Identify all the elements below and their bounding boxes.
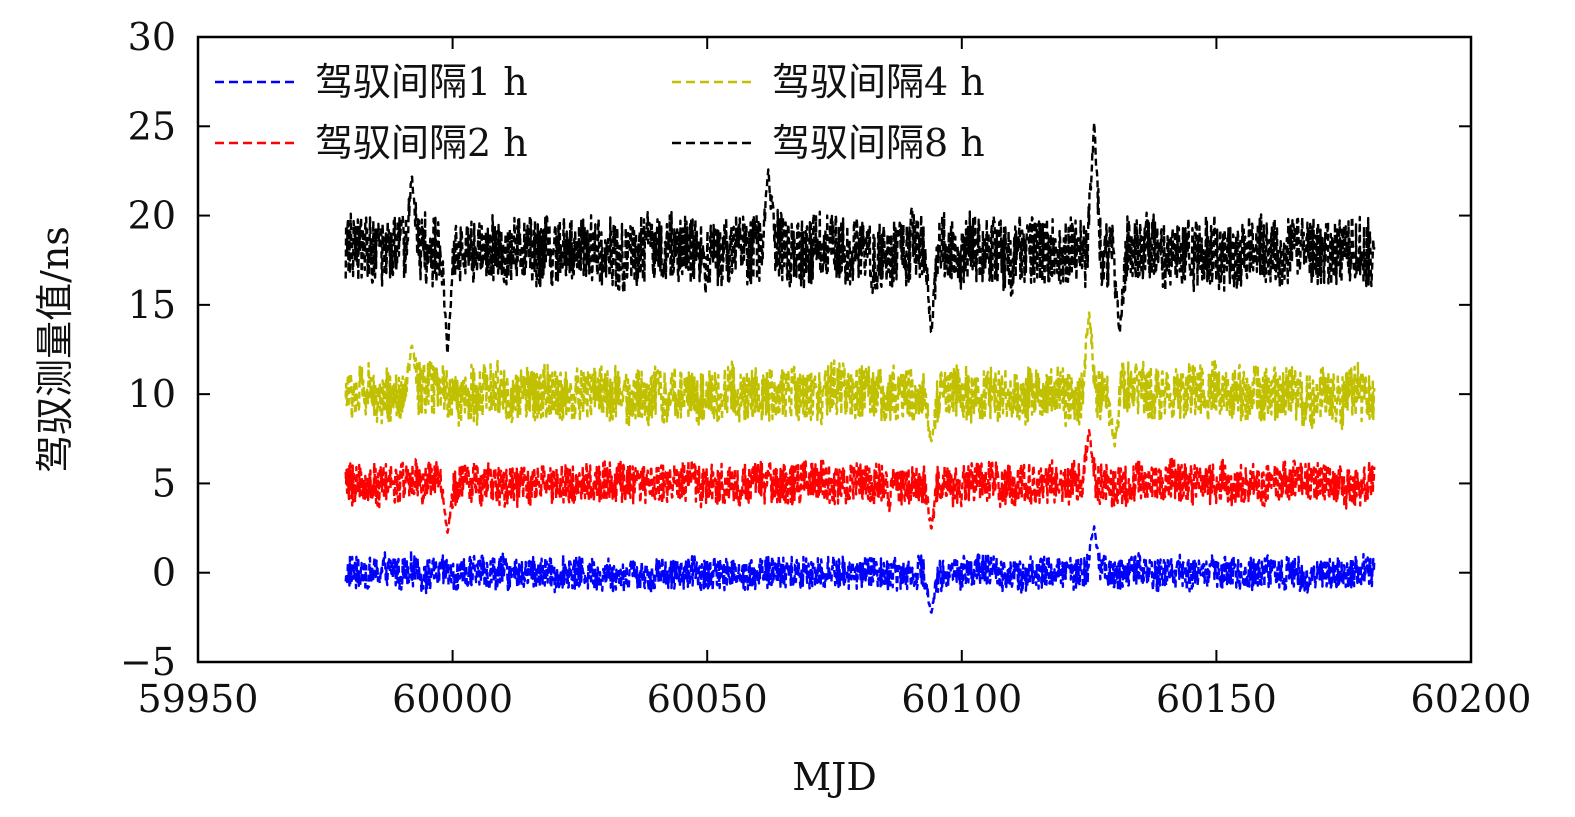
legend-label: 驾驭间隔2 h — [315, 121, 528, 165]
legend-label: 驾驭间隔8 h — [772, 121, 985, 165]
legend-item-1: 驾驭间隔1 h — [215, 60, 528, 104]
y-tick-label: 5 — [152, 461, 176, 505]
y-tick-label: 25 — [128, 104, 176, 148]
series-layer — [344, 121, 1376, 614]
x-tick-label: 60050 — [647, 677, 768, 721]
series-line-3 — [344, 311, 1376, 448]
y-tick-label: −5 — [120, 640, 176, 684]
series-line-1 — [344, 525, 1376, 614]
x-tick-label: 60150 — [1156, 677, 1277, 721]
x-tick-label: 60000 — [392, 677, 513, 721]
plot-frame — [196, 35, 1473, 664]
x-tick-label: 60100 — [901, 677, 1022, 721]
y-axis-label: 驾驭测量值/ns — [33, 226, 77, 473]
legend-layer: 驾驭间隔1 h 驾驭间隔2 h 驾驭间隔4 h 驾驭间隔8 h — [215, 60, 985, 165]
legend-item-3: 驾驭间隔4 h — [672, 60, 985, 104]
legend-item-4: 驾驭间隔8 h — [672, 121, 985, 165]
legend-item-2: 驾驭间隔2 h — [215, 121, 528, 165]
y-tick-label: 30 — [128, 15, 176, 59]
y-tick-label: 20 — [128, 194, 176, 238]
x-axis-label: MJD — [792, 755, 877, 799]
axes-layer: 59950 60000 60050 60100 60150 60200 −5 0 5 10 15 20… — [33, 15, 1531, 799]
x-tick-label: 59950 — [138, 677, 259, 721]
legend-label: 驾驭间隔1 h — [315, 60, 528, 104]
series-line-4 — [344, 121, 1376, 355]
y-tick-label: 10 — [128, 372, 176, 416]
series-line-2 — [344, 429, 1376, 534]
y-tick-label: 15 — [128, 283, 176, 327]
legend-label: 驾驭间隔4 h — [772, 60, 985, 104]
y-tick-label: 0 — [152, 551, 176, 595]
x-tick-label: 60200 — [1411, 677, 1532, 721]
